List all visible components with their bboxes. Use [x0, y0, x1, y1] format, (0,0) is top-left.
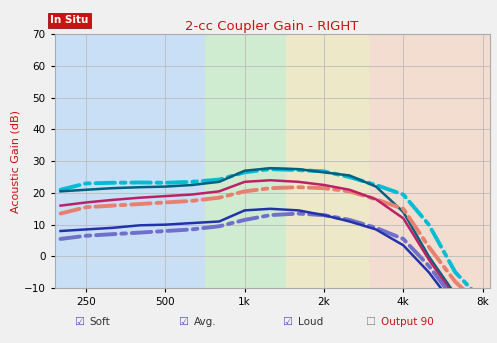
Bar [205, 34, 286, 288]
Bar [370, 34, 490, 288]
Bar [55, 34, 205, 288]
Text: ☐: ☐ [365, 317, 375, 327]
Text: Avg.: Avg. [194, 317, 217, 327]
Bar [286, 34, 370, 288]
Text: Output 90: Output 90 [381, 317, 433, 327]
Text: ☑: ☑ [74, 317, 83, 327]
Y-axis label: Acoustic Gain (dB): Acoustic Gain (dB) [11, 110, 21, 213]
Title: 2-cc Coupler Gain - RIGHT: 2-cc Coupler Gain - RIGHT [185, 20, 359, 33]
Text: Loud: Loud [298, 317, 324, 327]
Text: ☑: ☑ [178, 317, 188, 327]
Text: Soft: Soft [89, 317, 110, 327]
Text: ☑: ☑ [282, 317, 292, 327]
Text: In Situ: In Situ [50, 15, 88, 25]
